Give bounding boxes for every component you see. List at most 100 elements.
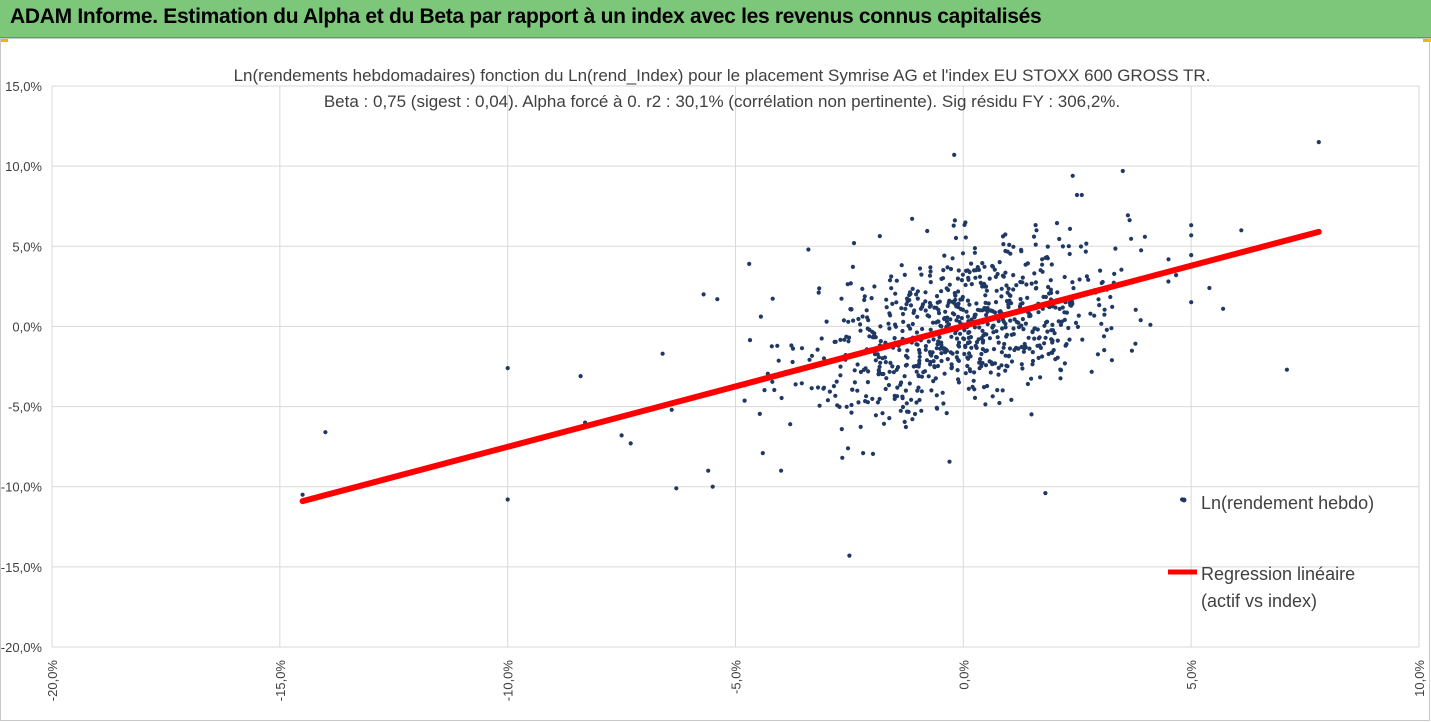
- data-point: [1055, 338, 1060, 343]
- data-point: [960, 272, 966, 277]
- data-point: [850, 264, 856, 269]
- data-point: [889, 274, 894, 279]
- data-point: [955, 357, 961, 362]
- data-point: [1166, 257, 1171, 262]
- data-point: [984, 312, 989, 318]
- data-point: [969, 282, 974, 287]
- data-point: [1020, 301, 1025, 306]
- data-point: [1019, 249, 1024, 254]
- data-point: [855, 362, 860, 367]
- data-point: [1022, 341, 1027, 347]
- data-point: [1040, 262, 1045, 267]
- data-point: [1054, 221, 1060, 226]
- data-point: [799, 381, 804, 386]
- data-point: [908, 303, 914, 308]
- data-point: [1048, 278, 1053, 283]
- data-point: [974, 345, 979, 350]
- data-point: [878, 324, 883, 329]
- data-point: [578, 374, 583, 379]
- data-point: [948, 350, 953, 355]
- data-point: [922, 369, 928, 374]
- data-point: [1000, 273, 1006, 278]
- data-point: [923, 299, 928, 304]
- data-point: [779, 468, 784, 473]
- data-point: [926, 374, 931, 379]
- data-point: [979, 351, 984, 357]
- data-point: [984, 288, 990, 293]
- data-point: [821, 386, 826, 391]
- data-point: [840, 455, 845, 460]
- data-point: [931, 337, 936, 342]
- data-point: [962, 328, 967, 333]
- data-point: [892, 336, 897, 341]
- data-point: [815, 347, 820, 352]
- data-point: [1036, 310, 1041, 315]
- data-point: [1003, 368, 1008, 373]
- data-point: [877, 234, 882, 239]
- data-point: [1050, 328, 1056, 333]
- data-point: [846, 339, 851, 344]
- data-point: [884, 297, 889, 302]
- data-point: [1058, 376, 1063, 381]
- data-point: [882, 355, 888, 360]
- data-point: [947, 282, 952, 287]
- data-point: [910, 417, 915, 422]
- data-point: [1056, 319, 1061, 324]
- data-point: [1030, 362, 1035, 367]
- data-point: [1109, 358, 1114, 363]
- data-point: [931, 379, 936, 384]
- data-point: [980, 261, 985, 266]
- data-point: [1034, 228, 1039, 233]
- data-point: [848, 281, 853, 286]
- data-point: [904, 401, 909, 406]
- data-point: [806, 247, 811, 252]
- data-point: [928, 359, 933, 365]
- data-point: [890, 301, 895, 306]
- gridlines: [51, 85, 1420, 648]
- data-point: [939, 289, 944, 294]
- data-point: [1148, 322, 1153, 327]
- data-point: [1007, 346, 1013, 351]
- data-point: [1030, 330, 1035, 335]
- data-point: [849, 410, 854, 415]
- data-point: [937, 335, 942, 340]
- data-point: [977, 366, 982, 371]
- data-point: [1034, 285, 1039, 291]
- data-point: [1043, 335, 1048, 340]
- data-point: [935, 363, 941, 369]
- data-point: [300, 492, 305, 497]
- data-point: [865, 380, 871, 385]
- data-point: [1040, 269, 1045, 274]
- data-point: [994, 288, 999, 293]
- data-point: [815, 385, 821, 390]
- report-banner: ADAM Informe. Estimation du Alpha et du …: [0, 0, 1431, 38]
- data-point: [873, 413, 879, 418]
- data-point: [1119, 267, 1124, 272]
- data-point: [910, 216, 915, 221]
- data-point: [1030, 350, 1035, 355]
- data-point: [990, 264, 996, 269]
- data-point: [1084, 274, 1089, 279]
- x-tick-label: -5,0%: [729, 660, 744, 694]
- data-point: [908, 326, 913, 331]
- data-point: [941, 401, 946, 406]
- data-point: [775, 343, 780, 348]
- data-point: [905, 299, 910, 304]
- data-point: [1032, 271, 1037, 276]
- data-point: [888, 360, 893, 365]
- chart-frame: [0, 38, 1430, 721]
- data-point: [902, 272, 907, 277]
- data-point: [942, 371, 947, 376]
- data-point: [925, 228, 930, 234]
- data-point: [1284, 367, 1289, 372]
- corner-marker-right: [1423, 38, 1431, 42]
- data-point: [1006, 353, 1012, 358]
- data-point: [1004, 332, 1010, 337]
- data-point: [837, 404, 842, 409]
- data-point: [762, 388, 767, 393]
- data-point: [1133, 341, 1138, 346]
- data-point: [1060, 305, 1065, 310]
- data-point: [1043, 294, 1048, 300]
- data-point: [1020, 366, 1025, 371]
- data-point: [1109, 326, 1114, 331]
